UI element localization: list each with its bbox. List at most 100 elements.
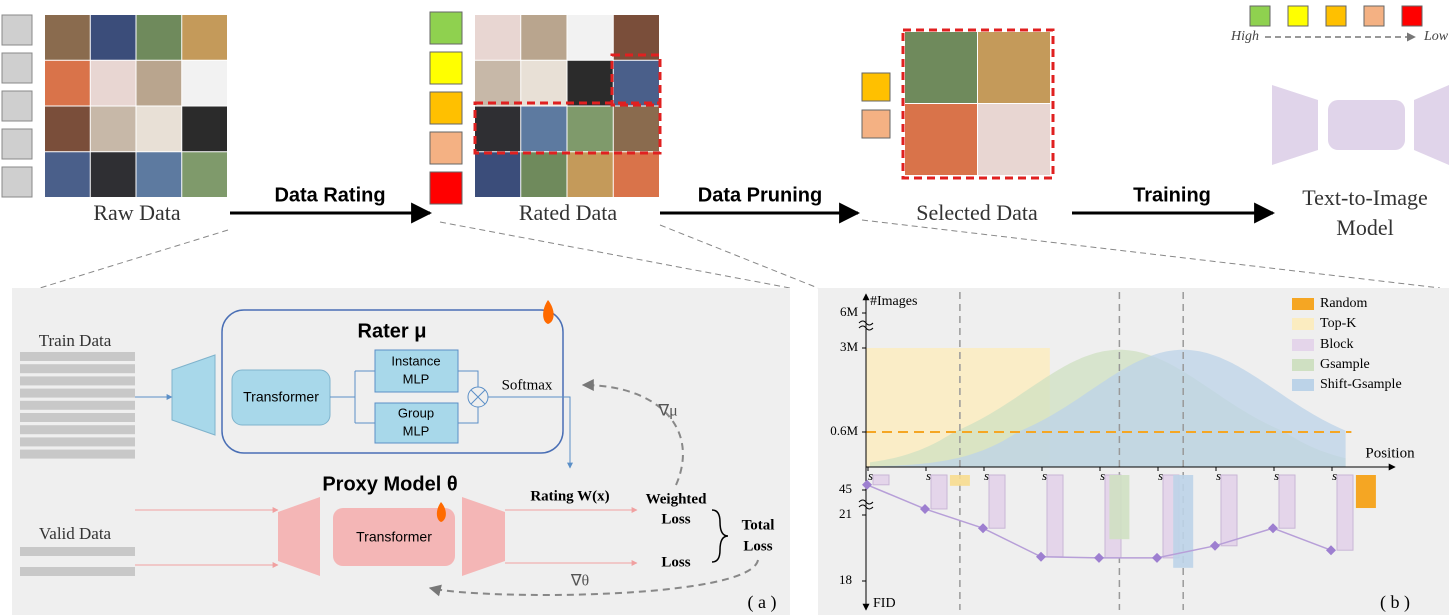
image-tile [905,104,977,175]
image-tile [978,32,1050,103]
zoom-line [659,224,819,289]
flame [436,502,446,522]
image-tile [521,60,567,106]
block-point [1152,552,1162,563]
block-point [978,523,988,534]
data-row [20,352,135,361]
flame [543,300,554,324]
model-label: Model [1336,215,1393,240]
flow [330,370,375,424]
y-tick-label: 6M [840,304,859,319]
image-tile [90,60,136,106]
image-tile [45,106,90,152]
image-tile [567,15,613,60]
proxy-encoder [278,497,320,576]
image-tile [521,152,567,197]
panel-a: Train Data Valid Data Rater μ Transforme… [12,288,790,615]
image-tile [567,152,613,197]
pipeline: Raw Data Rated Data Selected Data Text-t… [1,5,1449,289]
data-row [20,567,135,576]
loss-label: Loss [661,554,690,570]
block-point [1268,523,1278,534]
data-row [20,547,135,556]
gradient-arrow [428,559,759,597]
y2-tick-label: 45 [839,481,852,496]
fid-bar [949,475,970,486]
data-row [20,437,135,447]
data-row [20,400,135,410]
legend-swatch [1363,5,1385,27]
image-tile [45,152,90,197]
image-tile [136,106,182,152]
data-row [20,388,135,398]
fid-bar [1173,475,1194,568]
valid-label: Valid Data [39,524,112,543]
selection [473,101,662,155]
block-point [1326,545,1336,556]
image-tile [475,152,521,197]
rating-swatch [429,171,463,205]
brace [711,509,729,563]
image-tile [613,106,659,152]
y2-axis-title: FID [873,596,896,611]
group-mlp [374,402,459,444]
loss-label: Loss [661,511,690,527]
model-decoder [1414,85,1449,165]
fid-bar [1355,475,1376,509]
rating-label: Rating W(x) [530,488,609,504]
proxy-decoder [462,497,505,576]
image-tile [182,60,227,106]
stage-label: Raw Data [93,200,181,225]
block-point [862,479,872,490]
data-item [1,128,33,160]
rater-box [221,309,564,454]
block-point [1036,551,1046,562]
step-label: Data Pruning [698,184,822,206]
block-bar [1046,474,1064,558]
box-label: MLP [403,371,430,386]
legend-swatch [1287,5,1309,27]
legend-swatch [1292,298,1314,310]
data-item [1,166,33,198]
panel-label: ( b ) [1380,592,1410,613]
data-item [1,52,33,84]
image-tile [978,104,1050,175]
data-item [1,14,33,46]
block-bar [872,474,890,486]
box-label: MLP [403,423,430,438]
fid-bar [1109,475,1130,540]
legend-label: Gsample [1320,357,1370,372]
image-tile [90,152,136,197]
y-axis-title: #Images [870,294,917,309]
data-item [1,90,33,122]
selected-border [901,28,1055,180]
block-bar [930,474,948,510]
legend-label: Top-K [1320,316,1356,331]
panel-label: ( a ) [748,592,777,613]
rater-title: Rater μ [358,320,427,342]
block-point [1210,540,1220,551]
legend-high: High [1230,29,1259,44]
image-tile [475,15,521,60]
legend-low: Low [1423,29,1449,44]
legend-swatch [1292,379,1314,391]
image-tile [905,32,977,103]
rating-swatch [429,51,463,85]
stage-label: Selected Data [916,200,1038,225]
legend-swatch [1292,359,1314,371]
selection [610,53,662,107]
image-tile [521,15,567,60]
legend-swatch [1325,5,1347,27]
legend-swatch [1292,318,1314,330]
y2-tick-label: 18 [839,572,852,587]
box-label: Group [398,405,434,420]
rater-encoder [171,354,216,436]
box-label: Transformer [243,389,319,405]
selected-swatch [861,109,891,139]
stage-label: Rated Data [519,200,618,225]
block-bar [1220,474,1238,547]
rating-swatch [429,131,463,165]
x-axis-title: Position [1365,445,1415,461]
legend-swatch [1249,5,1271,27]
model-label: Text-to-Image [1302,185,1428,210]
